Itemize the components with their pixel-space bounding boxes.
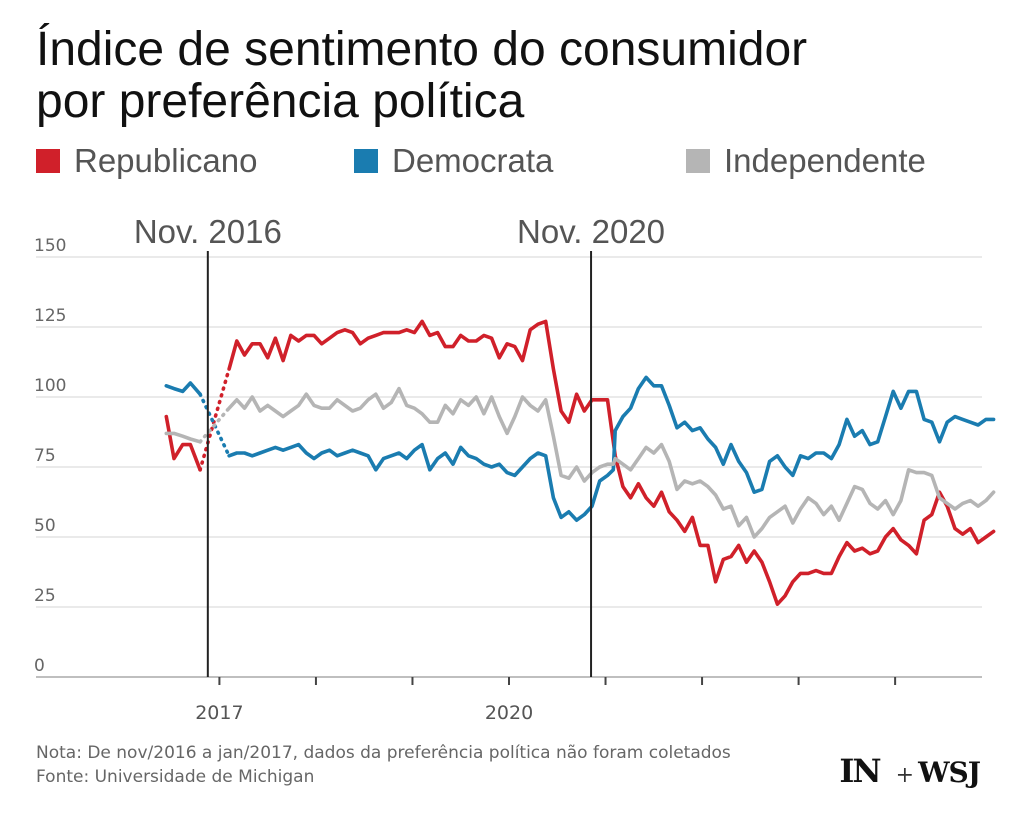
legend-label-independente: Independente (724, 142, 926, 179)
legend-label-democrata: Democrata (392, 142, 554, 179)
legend-label-republicano: Republicano (74, 142, 258, 179)
line-chart: 0 25 50 75 100 125 150 2017 2020 Nov. 2016 Nov. 20… (34, 213, 996, 724)
logo-wsj: WSJ (918, 756, 981, 789)
y-tick-label-100: 100 (34, 376, 66, 396)
note-text: Nota: De nov/2016 a jan/2017, dados da p… (36, 743, 731, 763)
annotation-label-0: Nov. 2016 (134, 213, 282, 250)
annotation-label-1: Nov. 2020 (517, 213, 665, 250)
y-tick-label-75: 75 (34, 446, 56, 466)
x-tick-label-2020: 2020 (485, 702, 533, 724)
chart-title-line-2: por preferência política (36, 75, 525, 128)
series-line-independente (227, 386, 996, 539)
x-tick-label-2017: 2017 (195, 702, 243, 724)
logo-plus: + (895, 763, 915, 788)
series-line-independente-pre (164, 431, 202, 444)
series-gap-independente (198, 406, 231, 444)
footnote: Nota: De nov/2016 a jan/2017, dados da p… (36, 741, 731, 789)
source-text: Fonte: Universidade de Michigan (36, 767, 315, 787)
series-line-democrata (227, 375, 996, 522)
y-tick-label-50: 50 (34, 516, 56, 536)
y-tick-label-125: 125 (34, 306, 66, 326)
legend-item-democrata: Democrata (354, 142, 553, 180)
y-tick-label-150: 150 (34, 236, 66, 256)
series-gap-republicano (198, 367, 231, 472)
legend-item-republicano: Republicano (36, 142, 257, 180)
legend-swatch-independente (686, 149, 710, 173)
chart-title: Índice de sentimento do consumidor por p… (36, 24, 996, 128)
y-tick-label-0: 0 (34, 656, 45, 676)
legend-item-independente: Independente (686, 142, 926, 180)
chart-title-line-1: Índice de sentimento do consumidor (36, 23, 808, 76)
y-tick-label-25: 25 (34, 586, 56, 606)
series-line-democrata-pre (164, 381, 202, 396)
series-line-republicano-pre (164, 414, 202, 472)
logo-in: IN (839, 752, 881, 790)
publisher-logo: IN + WSJ (839, 752, 981, 790)
legend-swatch-democrata (354, 149, 378, 173)
legend: Republicano Democrata Independente (36, 142, 996, 186)
legend-swatch-republicano (36, 149, 60, 173)
